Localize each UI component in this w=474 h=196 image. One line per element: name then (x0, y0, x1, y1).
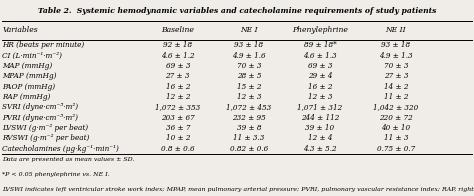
Text: 15 ± 2: 15 ± 2 (237, 83, 261, 91)
Text: 4.9 ± 1.6: 4.9 ± 1.6 (232, 52, 265, 60)
Text: 14 ± 2: 14 ± 2 (383, 83, 408, 91)
Text: NE II: NE II (385, 26, 406, 34)
Text: LVSWI indicates left ventricular stroke work index; MPAP, mean pulmonary arteria: LVSWI indicates left ventricular stroke … (2, 187, 474, 192)
Text: 244 ± 112: 244 ± 112 (301, 114, 339, 122)
Text: 0.8 ± 0.6: 0.8 ± 0.6 (161, 145, 194, 153)
Text: LVSWI (g·m⁻² per beat): LVSWI (g·m⁻² per beat) (2, 124, 89, 132)
Text: 4.6 ± 1.3: 4.6 ± 1.3 (303, 52, 337, 60)
Text: 36 ± 7: 36 ± 7 (165, 124, 190, 132)
Text: 12 ± 4: 12 ± 4 (308, 134, 332, 142)
Text: *P < 0.05 phenylephrine vs. NE I.: *P < 0.05 phenylephrine vs. NE I. (2, 172, 110, 177)
Text: RVSWI (g·m⁻² per beat): RVSWI (g·m⁻² per beat) (2, 134, 90, 142)
Text: 220 ± 72: 220 ± 72 (379, 114, 413, 122)
Text: 69 ± 3: 69 ± 3 (308, 62, 332, 70)
Text: 11 ± 3.3: 11 ± 3.3 (233, 134, 264, 142)
Text: 0.82 ± 0.6: 0.82 ± 0.6 (230, 145, 268, 153)
Text: Data are presented as mean values ± SD.: Data are presented as mean values ± SD. (2, 157, 135, 162)
Text: 70 ± 3: 70 ± 3 (383, 62, 408, 70)
Text: MAP (mmHg): MAP (mmHg) (2, 62, 53, 70)
Text: 27 ± 3: 27 ± 3 (383, 72, 408, 80)
Text: 11 ± 3: 11 ± 3 (383, 134, 408, 142)
Text: CI (L·min⁻¹·m⁻²): CI (L·min⁻¹·m⁻²) (2, 52, 63, 60)
Text: 1,071 ± 312: 1,071 ± 312 (297, 103, 343, 111)
Text: Table 2.  Systemic hemodynamic variables and catecholamine requirements of study: Table 2. Systemic hemodynamic variables … (38, 7, 436, 15)
Text: 92 ± 18: 92 ± 18 (163, 41, 192, 49)
Text: 232 ± 95: 232 ± 95 (232, 114, 266, 122)
Text: 10 ± 2: 10 ± 2 (165, 134, 190, 142)
Text: 93 ± 18: 93 ± 18 (234, 41, 264, 49)
Text: PVRI (dyne·cm⁻⁵·m²): PVRI (dyne·cm⁻⁵·m²) (2, 114, 78, 122)
Text: 1,042 ± 320: 1,042 ± 320 (373, 103, 419, 111)
Text: PAOP (mmHg): PAOP (mmHg) (2, 83, 55, 91)
Text: 16 ± 2: 16 ± 2 (165, 83, 190, 91)
Text: 1,072 ± 453: 1,072 ± 453 (226, 103, 272, 111)
Text: 70 ± 3: 70 ± 3 (237, 62, 261, 70)
Text: 0.75 ± 0.7: 0.75 ± 0.7 (377, 145, 415, 153)
Text: 69 ± 3: 69 ± 3 (165, 62, 190, 70)
Text: 16 ± 2: 16 ± 2 (308, 83, 332, 91)
Text: 93 ± 18: 93 ± 18 (381, 41, 410, 49)
Text: Phenylephrine: Phenylephrine (292, 26, 348, 34)
Text: SVRI (dyne·cm⁻⁵·m²): SVRI (dyne·cm⁻⁵·m²) (2, 103, 79, 111)
Text: Catecholamines (μg·kg⁻¹·min⁻¹): Catecholamines (μg·kg⁻¹·min⁻¹) (2, 145, 119, 153)
Text: 4.3 ± 5.2: 4.3 ± 5.2 (303, 145, 337, 153)
Text: 203 ± 67: 203 ± 67 (161, 114, 195, 122)
Text: 40 ± 10: 40 ± 10 (381, 124, 410, 132)
Text: 12 ± 3: 12 ± 3 (308, 93, 332, 101)
Text: HR (beats per minute): HR (beats per minute) (2, 41, 85, 49)
Text: Variables: Variables (2, 26, 38, 34)
Text: 12 ± 2: 12 ± 2 (165, 93, 190, 101)
Text: 4.9 ± 1.3: 4.9 ± 1.3 (379, 52, 412, 60)
Text: 28 ± 5: 28 ± 5 (237, 72, 261, 80)
Text: 29 ± 4: 29 ± 4 (308, 72, 332, 80)
Text: 39 ± 8: 39 ± 8 (237, 124, 261, 132)
Text: MPAP (mmHg): MPAP (mmHg) (2, 72, 57, 80)
Text: NE I: NE I (240, 26, 258, 34)
Text: 89 ± 18*: 89 ± 18* (303, 41, 337, 49)
Text: 39 ± 10: 39 ± 10 (305, 124, 335, 132)
Text: 11 ± 2: 11 ± 2 (383, 93, 408, 101)
Text: 1,072 ± 353: 1,072 ± 353 (155, 103, 201, 111)
Text: 12 ± 3: 12 ± 3 (237, 93, 261, 101)
Text: RAP (mmHg): RAP (mmHg) (2, 93, 51, 101)
Text: 4.6 ± 1.2: 4.6 ± 1.2 (161, 52, 194, 60)
Text: Baseline: Baseline (161, 26, 194, 34)
Text: 27 ± 3: 27 ± 3 (165, 72, 190, 80)
